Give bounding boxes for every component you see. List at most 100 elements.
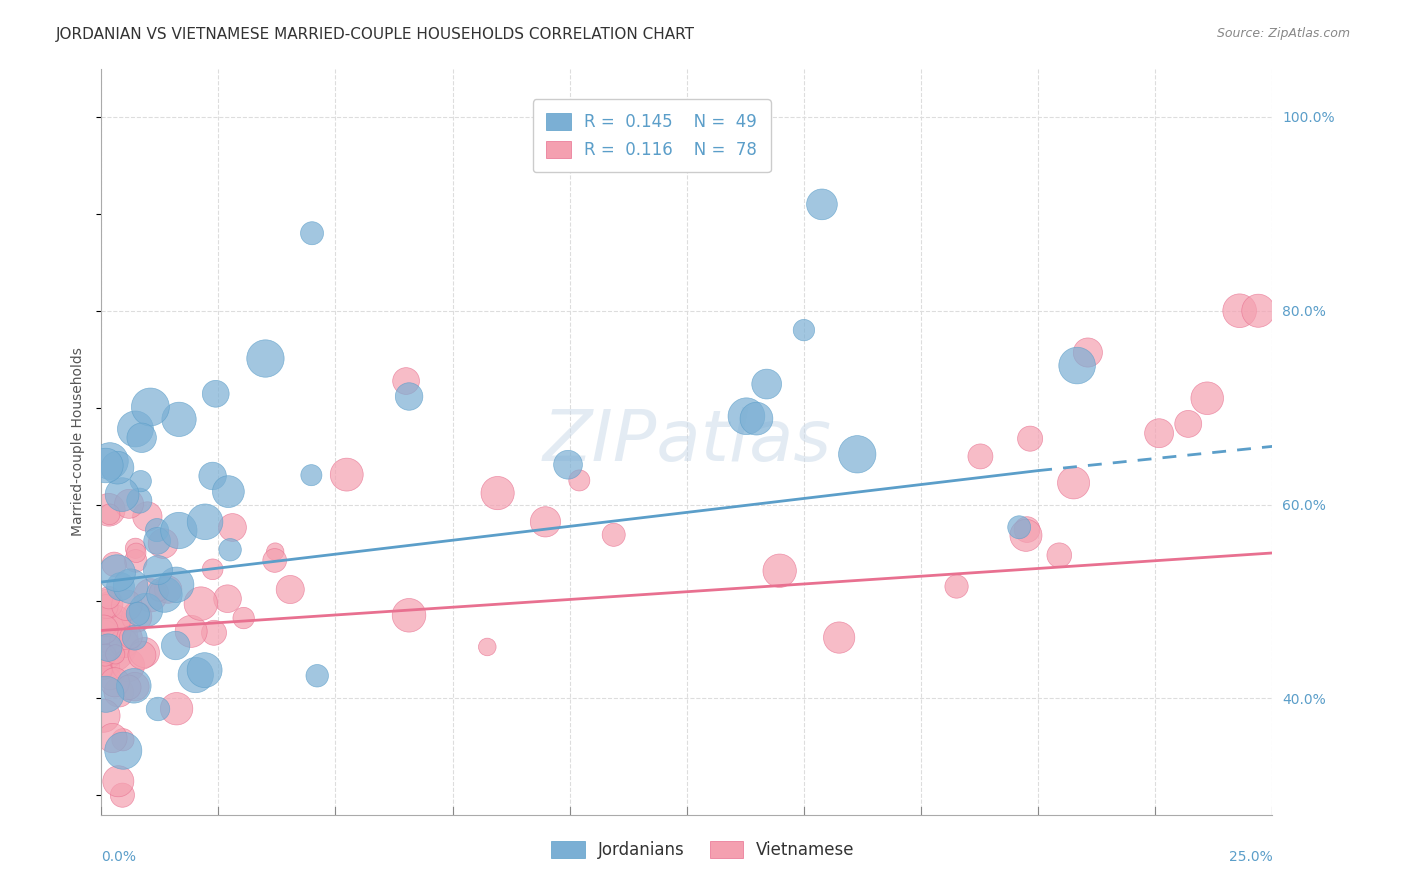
Point (1063, 475, 1085, 490)
Point (217, 484, 239, 499)
Point (107, 460, 129, 475)
Point (202, 625, 225, 640)
Point (184, 668, 207, 682)
Point (93, 623, 115, 637)
Point (97, 637, 120, 651)
Point (125, 610, 148, 624)
Point (1247, 303, 1270, 318)
Point (755, 377, 778, 392)
Legend: R =  0.145    N =  49, R =  0.116    N =  78: R = 0.145 N = 49, R = 0.116 N = 78 (533, 99, 770, 172)
Point (219, 542, 242, 557)
Point (115, 599, 138, 613)
Point (1047, 548, 1070, 562)
Point (1077, 345, 1099, 359)
Point (180, 624, 202, 639)
Text: ZIPatlas: ZIPatlas (543, 407, 831, 476)
Point (94, 648, 117, 662)
Point (769, 564, 792, 578)
Point (486, 486, 509, 500)
Point (735, 409, 758, 424)
Text: 25.0%: 25.0% (1229, 850, 1272, 864)
Point (131, 431, 153, 445)
Point (1008, 520, 1031, 534)
Point (94, 687, 117, 701)
Point (745, 411, 768, 425)
Point (152, 536, 174, 550)
Point (105, 566, 128, 581)
Point (131, 648, 153, 663)
Point (557, 458, 579, 472)
Point (98, 454, 121, 468)
Point (166, 702, 188, 716)
Point (93, 708, 115, 723)
Point (395, 374, 418, 388)
Point (1066, 359, 1088, 373)
Point (264, 544, 287, 558)
Text: JORDANIAN VS VIETNAMESE MARRIED-COUPLE HOUSEHOLDS CORRELATION CHART: JORDANIAN VS VIETNAMESE MARRIED-COUPLE H… (56, 27, 695, 42)
Point (146, 533, 169, 548)
Point (120, 579, 142, 593)
Point (103, 614, 125, 628)
Point (97, 594, 120, 608)
Text: 0.0%: 0.0% (101, 850, 136, 864)
Point (96, 646, 118, 660)
Point (107, 685, 129, 699)
Point (117, 658, 139, 673)
Point (97, 640, 120, 655)
Point (93, 664, 115, 678)
Point (146, 523, 169, 537)
Point (112, 636, 135, 650)
Point (104, 675, 127, 690)
Point (97, 597, 120, 611)
Point (165, 639, 187, 653)
Point (97, 659, 120, 673)
Point (278, 582, 301, 597)
Point (945, 580, 967, 594)
Point (167, 412, 190, 426)
Point (153, 588, 176, 602)
Point (124, 541, 146, 556)
Point (263, 553, 285, 567)
Point (124, 631, 146, 645)
Point (94, 599, 117, 614)
Point (307, 669, 329, 683)
Point (194, 515, 217, 529)
Point (336, 467, 359, 482)
Point (103, 558, 125, 572)
Point (194, 663, 217, 677)
Point (93, 662, 115, 676)
Point (111, 487, 134, 501)
Legend: Jordanians, Vietnamese: Jordanians, Vietnamese (544, 834, 862, 866)
Point (828, 631, 851, 645)
Point (129, 474, 152, 488)
Point (118, 497, 141, 511)
Point (112, 744, 135, 758)
Point (111, 732, 134, 747)
Point (111, 788, 134, 802)
Point (301, 226, 323, 240)
Point (118, 681, 141, 695)
Point (135, 603, 157, 617)
Point (1147, 426, 1170, 441)
Point (201, 562, 224, 576)
Point (97, 503, 120, 517)
Point (104, 648, 127, 662)
Point (139, 400, 162, 414)
Point (165, 578, 187, 592)
Point (101, 731, 124, 745)
Y-axis label: Married-couple Households: Married-couple Households (72, 347, 86, 536)
Point (127, 607, 149, 621)
Text: Source: ZipAtlas.com: Source: ZipAtlas.com (1216, 27, 1350, 40)
Point (110, 580, 132, 594)
Point (846, 447, 869, 461)
Point (190, 597, 212, 611)
Point (793, 323, 815, 337)
Point (107, 774, 129, 789)
Point (1015, 528, 1038, 542)
Point (146, 563, 169, 577)
Point (232, 611, 254, 625)
Point (167, 524, 190, 538)
Point (1229, 303, 1251, 318)
Point (568, 474, 591, 488)
Point (98, 672, 121, 686)
